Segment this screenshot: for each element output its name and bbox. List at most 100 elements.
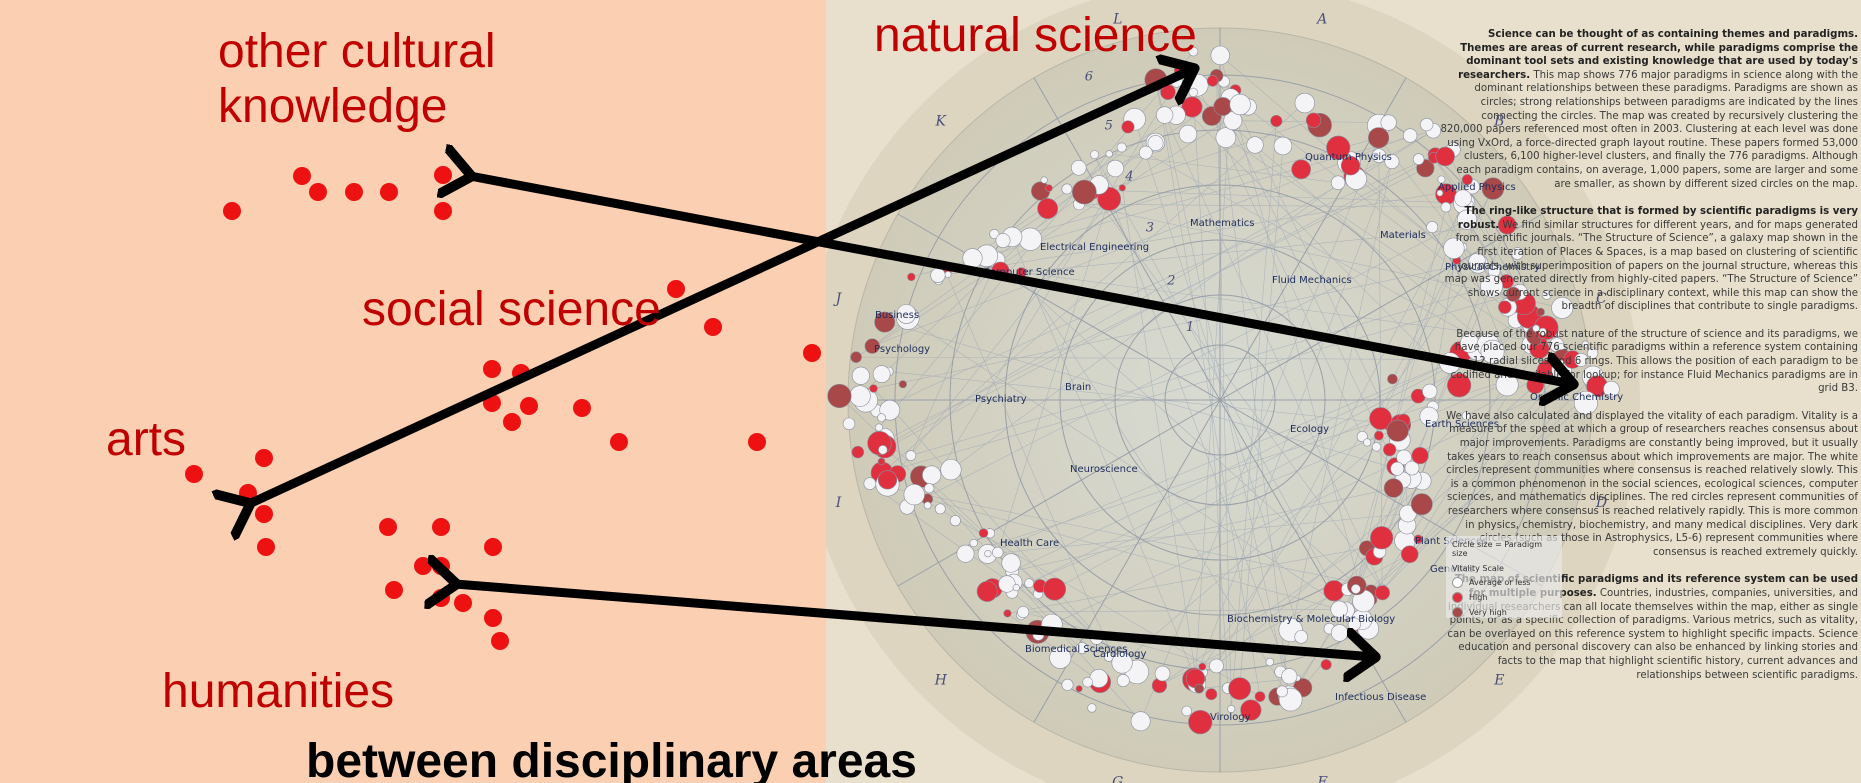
- label-social-science: social science: [362, 283, 661, 336]
- paradigm-circle: [1603, 380, 1620, 398]
- legend-item-very-high: Very high: [1469, 608, 1507, 617]
- paradigm-circle: [1188, 710, 1213, 735]
- red-dot: [293, 167, 311, 185]
- red-dot: [223, 202, 241, 220]
- legend-title: Circle size = Paradigm size: [1452, 540, 1543, 558]
- paradigm-circle: [1383, 478, 1404, 498]
- ring-letter: E: [1493, 672, 1504, 688]
- red-dot: [309, 183, 327, 201]
- red-dot: [432, 518, 450, 536]
- paradigm-circle: [1411, 446, 1429, 465]
- paradigm-circle: [1461, 411, 1471, 421]
- paradigm-label: Ecology: [1290, 424, 1329, 435]
- paragraph-body: This map shows 776 major paradigms in sc…: [1440, 69, 1858, 190]
- label-natural-science: natural science: [874, 9, 1197, 62]
- paradigm-circle: [1270, 114, 1283, 128]
- paradigm-circle: [1419, 406, 1439, 426]
- paradigm-circle: [1386, 419, 1409, 442]
- label-humanities: humanities: [162, 665, 395, 718]
- red-dot: [185, 465, 203, 483]
- paradigm-circle: [1254, 691, 1266, 702]
- paradigm-circle: [1380, 114, 1397, 131]
- paradigm-circle: [1240, 699, 1262, 721]
- red-dot: [610, 433, 628, 451]
- ring-letter: L: [1112, 11, 1122, 27]
- ring-letter: D: [1595, 495, 1607, 511]
- red-dot: [255, 449, 273, 467]
- legend-scale-title: Vitality Scale: [1452, 564, 1504, 573]
- legend-swatch-high: [1452, 592, 1463, 603]
- slide-caption: between disciplinary areas: [306, 735, 917, 783]
- paradigm-circle: [1194, 683, 1205, 694]
- red-dot: [704, 318, 722, 336]
- red-dot: [432, 557, 450, 575]
- red-dot: [345, 183, 363, 201]
- red-dot: [434, 202, 452, 220]
- paragraph-body: Countries, industries, companies, univer…: [1447, 587, 1858, 681]
- red-dot: [454, 594, 472, 612]
- paradigm-circle: [1369, 407, 1392, 430]
- ring-letter: C: [1596, 291, 1607, 307]
- red-dot: [484, 609, 502, 627]
- red-dot: [255, 505, 273, 523]
- paradigm-label: Earth Sciences: [1425, 419, 1499, 430]
- paragraph-body: We have also calculated and displayed th…: [1446, 410, 1858, 558]
- paradigm-circle: [1276, 685, 1289, 698]
- description-paragraph: Science can be thought of as containing …: [1440, 28, 1858, 191]
- label-other-cultural-knowledge: other cultural knowledge: [218, 24, 495, 134]
- paradigm-circle: [1210, 45, 1230, 66]
- paradigm-circle: [1413, 534, 1423, 544]
- red-dot: [667, 280, 685, 298]
- paradigm-circle: [1294, 92, 1315, 114]
- ring-letter: G: [1112, 775, 1123, 783]
- paradigm-circle: [1420, 117, 1434, 132]
- paradigm-circle: [1363, 438, 1372, 447]
- description-paragraph: Because of the robust nature of the stru…: [1440, 328, 1858, 396]
- paradigm-circle: [1581, 340, 1589, 348]
- paradigm-circle: [1404, 460, 1420, 476]
- red-dot: [414, 557, 432, 575]
- paradigm-label: Health Care: [1000, 538, 1059, 549]
- legend-swatch-average: [1452, 577, 1463, 588]
- label-other-cultural-line1: other cultural: [218, 25, 496, 78]
- paradigm-circle: [1410, 493, 1433, 516]
- red-dot: [432, 589, 450, 607]
- ring-letter: B: [1493, 114, 1504, 130]
- paradigm-circle: [1181, 705, 1193, 717]
- red-dot: [385, 581, 403, 599]
- paradigm-circle: [1087, 703, 1097, 713]
- red-dot: [257, 538, 275, 556]
- paradigm-circle: [1205, 688, 1218, 701]
- red-dot: [379, 518, 397, 536]
- paragraph-body: We find similar structures for different…: [1444, 219, 1858, 313]
- arrow-other-cultural-organic-chemistry: [470, 176, 1572, 384]
- paradigm-label: Infectious Disease: [1335, 692, 1426, 703]
- label-other-cultural-line2: knowledge: [218, 80, 448, 134]
- paradigm-circle: [1374, 430, 1384, 441]
- map-legend: Circle size = Paradigm size Vitality Sca…: [1446, 536, 1562, 618]
- red-dot: [748, 433, 766, 451]
- paradigm-circle: [1227, 705, 1236, 713]
- paradigm-circle: [1229, 93, 1251, 116]
- legend-item-average: Average or less: [1469, 578, 1531, 587]
- ring-letter: F: [1316, 775, 1328, 783]
- red-dot: [380, 183, 398, 201]
- paragraph-body: Because of the robust nature of the stru…: [1450, 328, 1858, 395]
- paradigm-circle: [1206, 75, 1219, 87]
- paradigm-circle: [1130, 711, 1151, 732]
- legend-item-high: High: [1469, 593, 1488, 602]
- paradigm-circle: [1402, 128, 1418, 143]
- paradigm-circle: [1370, 526, 1394, 550]
- label-arts: arts: [106, 413, 187, 466]
- paradigm-circle: [1390, 461, 1405, 476]
- red-dot: [503, 413, 521, 431]
- red-dot: [484, 538, 502, 556]
- red-dot: [573, 399, 591, 417]
- red-dot: [803, 344, 821, 362]
- paradigm-circle: [1382, 443, 1397, 457]
- red-dot: [520, 397, 538, 415]
- paradigm-circle: [1400, 545, 1419, 564]
- paradigm-circle: [1075, 685, 1083, 693]
